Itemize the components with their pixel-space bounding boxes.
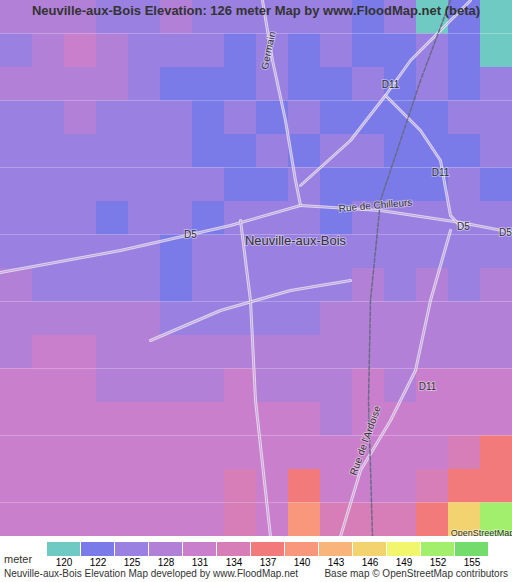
svg-text:D5: D5 [184,229,197,240]
svg-text:128: 128 [158,557,175,568]
svg-text:122: 122 [90,557,107,568]
svg-text:120: 120 [56,557,73,568]
svg-text:131: 131 [192,557,209,568]
svg-text:D11: D11 [382,79,400,90]
svg-text:D11: D11 [432,167,450,178]
svg-text:146: 146 [362,557,379,568]
svg-text:152: 152 [430,557,447,568]
svg-text:Rue de l'Ardoise: Rue de l'Ardoise [348,404,383,477]
svg-text:Rue de Chilleurs: Rue de Chilleurs [338,197,413,214]
html-text:Base map © OpenStreetMap contr: Base map © OpenStreetMap contributors [324,568,508,579]
html-text:Neuville-aux-Bois Elevation Ma: Neuville-aux-Bois Elevation Map develope… [4,568,298,579]
svg-text:155: 155 [464,557,481,568]
svg-text:149: 149 [396,557,413,568]
svg-text:D11: D11 [419,381,437,392]
svg-text:140: 140 [294,557,311,568]
html-text:Neuville-aux-Bois Elevation: 1: Neuville-aux-Bois Elevation: 126 meter M… [31,3,480,18]
svg-text:143: 143 [328,557,345,568]
svg-text:D5: D5 [457,221,470,232]
svg-text:D5: D5 [499,227,512,238]
svg-text:Germain: Germain [259,31,278,71]
svg-text:137: 137 [260,557,277,568]
svg-text:125: 125 [124,557,141,568]
svg-text:OpenStreetMap: OpenStreetMap [451,528,512,536]
svg-text:134: 134 [226,557,243,568]
html-text:meter: meter [4,553,33,565]
svg-text:Neuville-aux-Bois: Neuville-aux-Bois [245,233,347,248]
